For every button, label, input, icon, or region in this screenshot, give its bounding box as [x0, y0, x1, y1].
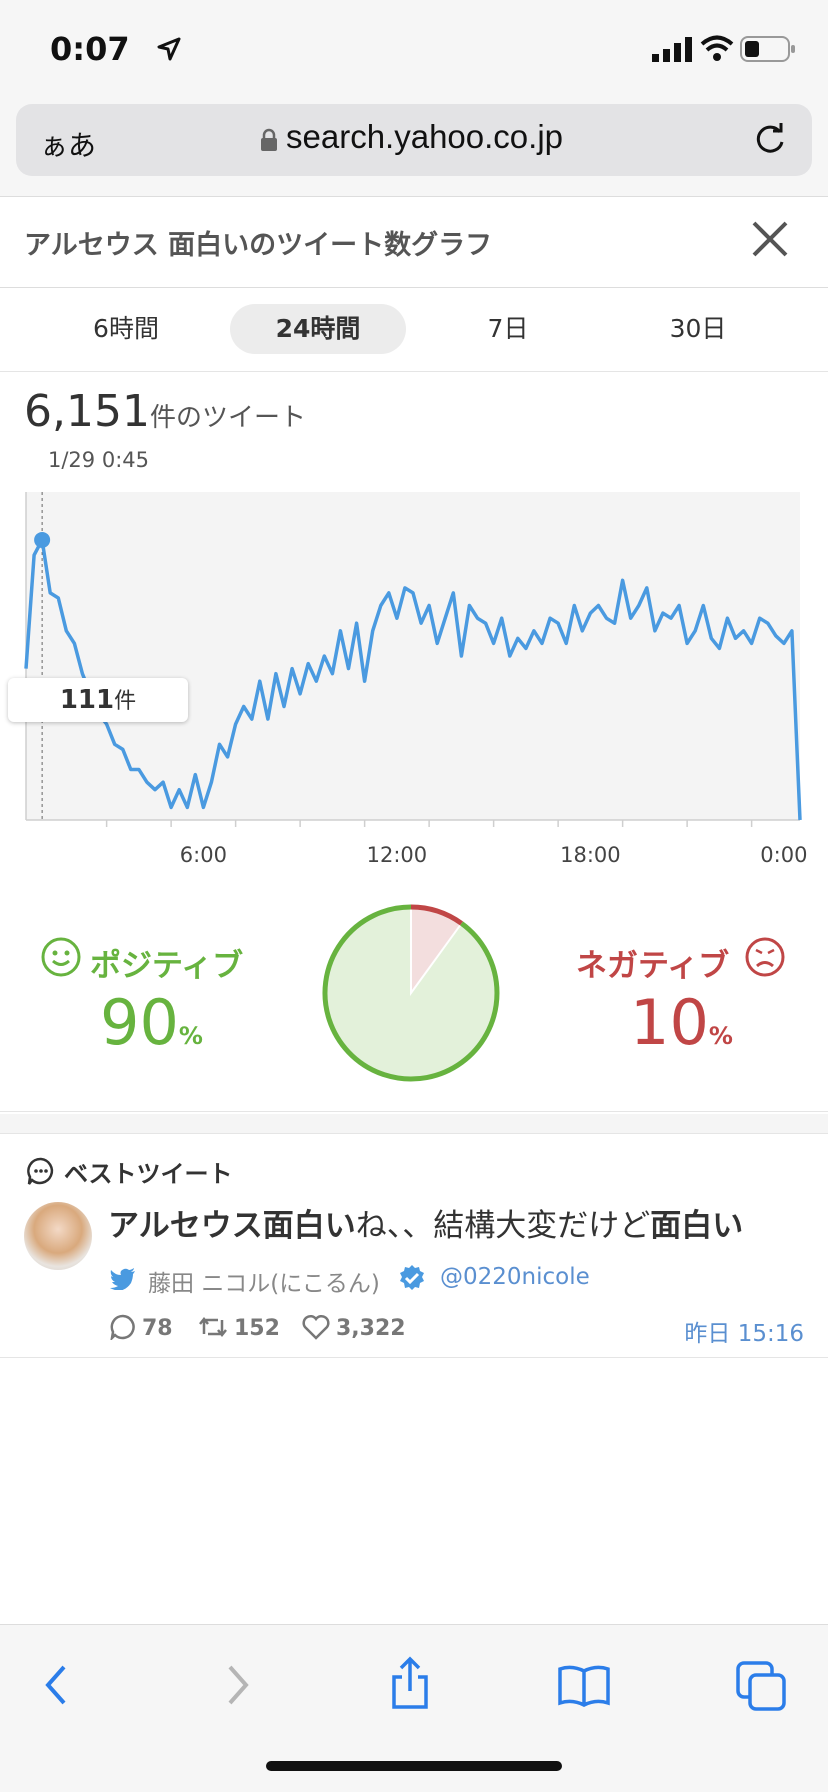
tabs-icon[interactable] [732, 1655, 792, 1715]
tab-24h[interactable]: 24時間 [230, 304, 406, 354]
verified-badge-icon [400, 1265, 424, 1290]
retweet-count-value: 152 [234, 1316, 280, 1341]
negative-percentage: 10% [630, 986, 733, 1059]
pie-positive-rim [322, 904, 500, 1082]
forward-icon[interactable] [206, 1655, 266, 1715]
negative-value: 10 [630, 986, 709, 1059]
negative-percent-sign: % [708, 1022, 733, 1050]
retweet-icon [199, 1316, 227, 1338]
chart-plot-area [26, 492, 800, 820]
best-tweet-section: ベストツイート アルセウス面白いね、、結構大変だけど面白い 藤田 ニコル(にこる… [0, 1134, 828, 1358]
address-bar[interactable]: ぁあ search.yahoo.co.jp [16, 104, 812, 176]
positive-percentage: 90% [100, 986, 203, 1059]
chart-highlight-point [34, 531, 51, 548]
status-time: 0:07 [50, 30, 130, 68]
chart-x-tick-label: 12:00 [367, 843, 428, 867]
tweet-text[interactable]: アルセウス面白いね、、結構大変だけど面白い [108, 1200, 743, 1245]
positive-value: 90 [100, 986, 179, 1059]
positive-label: ポジティブ [90, 948, 244, 984]
cellular-signal-icon [652, 37, 692, 62]
period-tabs: 6時間 24時間 7日 30日 [0, 288, 828, 372]
wifi-icon [700, 35, 734, 61]
page-header: アルセウス 面白いのツイート数グラフ [0, 196, 828, 288]
tweet-highlight: アルセウス面白い [108, 1208, 356, 1244]
tooltip-value: 111 [59, 685, 115, 715]
heart-icon [302, 1314, 330, 1340]
sentiment-panel: ポジティブ 90% ネガティブ 10% [0, 890, 828, 1112]
tab-6h[interactable]: 6時間 [93, 314, 159, 343]
home-indicator [266, 1761, 562, 1771]
best-tweet-title: ベストツイート [64, 1160, 233, 1188]
tweet-count-unit: 件のツイート [149, 403, 306, 433]
chart-x-tick-label: 0:00 [760, 843, 807, 867]
status-bar: 0:07 [0, 0, 828, 100]
twitter-bird-icon [110, 1268, 135, 1290]
like-count-value: 3,322 [336, 1316, 406, 1341]
chart-tooltip: 111件 [8, 678, 188, 722]
reply-count-value: 78 [142, 1316, 173, 1341]
share-icon[interactable] [380, 1655, 440, 1715]
author-handle[interactable]: @0220nicole [440, 1264, 590, 1290]
location-arrow-icon [157, 37, 181, 61]
tooltip-unit: 件 [114, 689, 137, 714]
frown-face-icon [745, 937, 785, 977]
bookmarks-icon[interactable] [554, 1655, 614, 1715]
reader-aa-button[interactable]: ぁあ [40, 129, 97, 162]
battery-icon [740, 36, 795, 62]
tweet-text-middle: ね、、結構大変だけど [355, 1208, 651, 1244]
author-name[interactable]: 藤田 ニコル(にこるん) [148, 1271, 380, 1297]
reply-count[interactable]: 78 [110, 1314, 173, 1342]
chart-x-tick-label: 18:00 [560, 843, 621, 867]
tweet-count-number: 6,151 [24, 386, 150, 437]
positive-percent-sign: % [178, 1022, 203, 1050]
chart-series-line [24, 538, 802, 821]
lock-icon [261, 128, 277, 151]
avatar[interactable] [24, 1202, 92, 1270]
page-title: アルセウス 面白いのツイート数グラフ [24, 230, 493, 261]
tweet-timestamp[interactable]: 昨日 15:16 [684, 1321, 804, 1347]
tab-30d[interactable]: 30日 [669, 314, 727, 343]
browser-toolbar [0, 1624, 828, 1792]
browser-address-area: ぁあ search.yahoo.co.jp [0, 100, 828, 196]
section-divider [0, 1114, 828, 1134]
retweet-count[interactable]: 152 [198, 1314, 280, 1341]
back-icon[interactable] [28, 1655, 88, 1715]
reload-icon[interactable] [752, 122, 788, 158]
like-count[interactable]: 3,322 [302, 1314, 406, 1341]
url-text[interactable]: search.yahoo.co.jp [286, 118, 564, 155]
speech-bubble-icon [27, 1157, 54, 1185]
smile-face-icon [41, 937, 81, 977]
chart-x-tick-label: 6:00 [180, 843, 227, 867]
negative-label: ネガティブ [576, 948, 730, 984]
sentiment-pie-chart [322, 904, 500, 1082]
tweet-count-chart[interactable]: 6:00 12:00 18:00 0:00 [0, 484, 828, 884]
selected-datetime: 1/29 0:45 [48, 448, 149, 472]
close-icon[interactable] [750, 219, 790, 259]
tweet-highlight: 面白い [650, 1208, 744, 1244]
tab-7d[interactable]: 7日 [487, 314, 529, 343]
reply-icon [110, 1314, 135, 1342]
tweet-count: 6,151件のツイート [24, 386, 306, 437]
pie-negative-rim [410, 904, 463, 926]
